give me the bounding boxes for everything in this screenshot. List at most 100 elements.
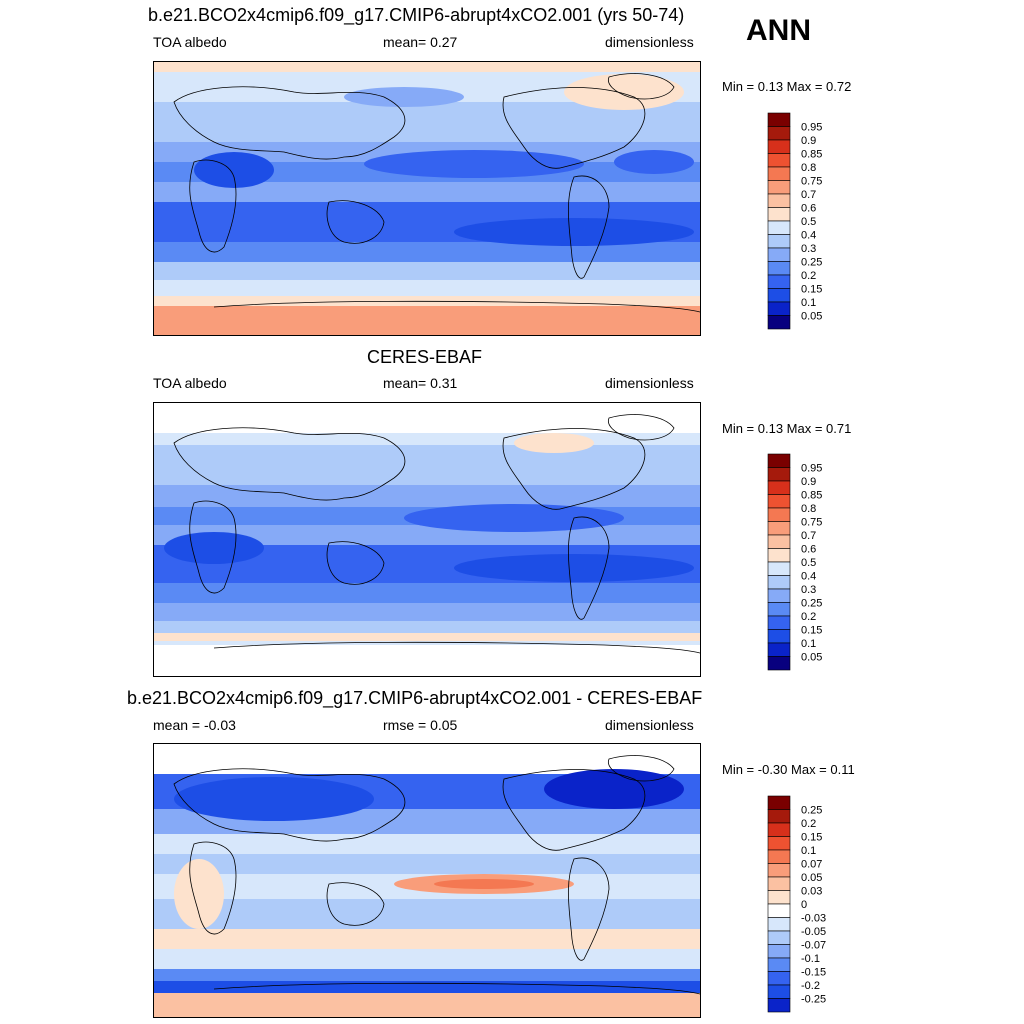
colorbar-tick-label: 0.75 xyxy=(801,517,822,529)
colorbar-swatch xyxy=(767,795,791,810)
colorbar-swatch xyxy=(767,890,791,905)
colorbar-tick-label: 0.25 xyxy=(801,805,822,817)
band xyxy=(154,899,700,929)
band xyxy=(154,182,700,202)
field-blob xyxy=(544,769,684,809)
band xyxy=(154,583,700,603)
field-blob xyxy=(564,74,684,110)
panel-minmax-test: Min = 0.13 Max = 0.72 xyxy=(722,79,852,94)
colorbar-tick-label: 0.9 xyxy=(801,476,816,488)
map-svg-test xyxy=(154,62,700,335)
band xyxy=(154,621,700,633)
colorbar-tick-label: -0.1 xyxy=(801,953,820,965)
band xyxy=(154,929,700,949)
colorbar-tick-label: 0.6 xyxy=(801,544,816,556)
colorbar-tick-label: 0.7 xyxy=(801,189,816,201)
colorbar-tick-label: -0.03 xyxy=(801,913,826,925)
band xyxy=(154,445,700,485)
band xyxy=(154,645,700,676)
band xyxy=(154,280,700,296)
colorbar-tick-label: -0.05 xyxy=(801,926,826,938)
panel-mean-ref: mean= 0.31 xyxy=(383,375,458,391)
colorbar-swatch xyxy=(767,930,791,945)
colorbar-tick-label: 0.4 xyxy=(801,571,816,583)
colorbar-swatch xyxy=(767,656,791,671)
colorbar-swatch xyxy=(767,588,791,603)
field-blob xyxy=(404,504,624,532)
panel-variable-ref: TOA albedo xyxy=(153,375,227,391)
colorbar-tick-label: -0.15 xyxy=(801,967,826,979)
map-diff xyxy=(153,743,701,1018)
band xyxy=(154,993,700,1017)
colorbar-tick-label: 0.1 xyxy=(801,297,816,309)
colorbar-tick-label: 0.75 xyxy=(801,176,822,188)
colorbar-svg-ref: 0.950.9 0.850.8 0.750.7 0.60.5 0.40.3 0.250.2… xyxy=(767,453,822,671)
colorbar-tick-label: 0.1 xyxy=(801,845,816,857)
colorbar-tick-label: 0.15 xyxy=(801,284,822,296)
colorbar-swatch xyxy=(767,153,791,168)
field-blob xyxy=(174,859,224,929)
field-blob xyxy=(364,150,584,178)
panel-title-ref: CERES-EBAF xyxy=(367,347,483,367)
map-svg-ref xyxy=(154,403,700,676)
field-blob xyxy=(174,777,374,821)
colorbar-swatch xyxy=(767,629,791,644)
panel-units-diff: dimensionless xyxy=(605,717,694,733)
colorbar-tick-label: 0.4 xyxy=(801,230,816,242)
coastlines xyxy=(173,414,700,654)
colorbar-swatch xyxy=(767,998,791,1013)
panel-title-test: b.e21.BCO2x4cmip6.f09_g17.CMIP6-abrupt4x… xyxy=(148,5,685,25)
colorbar-swatch xyxy=(767,112,791,127)
season-label: ANN xyxy=(746,14,811,47)
band xyxy=(154,603,700,621)
field-blob xyxy=(614,150,694,174)
band xyxy=(154,242,700,262)
colorbar-tick-label: 0.85 xyxy=(801,490,822,502)
panel-rmse-diff: rmse = 0.05 xyxy=(383,717,458,733)
colorbar-tick-label: 0.2 xyxy=(801,818,816,830)
colorbar-swatch xyxy=(767,971,791,986)
colorbar-tick-label: 0.25 xyxy=(801,598,822,610)
coastlines xyxy=(173,755,700,995)
map-svg-diff xyxy=(154,744,700,1017)
colorbar-tick-label: 0.7 xyxy=(801,530,816,542)
colorbar-swatch xyxy=(767,876,791,891)
colorbar-swatch xyxy=(767,615,791,630)
colorbar-swatch xyxy=(767,809,791,824)
colorbar-swatch xyxy=(767,480,791,495)
band xyxy=(154,306,700,335)
colorbar-swatch xyxy=(767,944,791,959)
panel-minmax-ref: Min = 0.13 Max = 0.71 xyxy=(722,421,852,436)
colorbar-swatch xyxy=(767,207,791,222)
field-blob xyxy=(434,879,534,889)
panel-mean-test: mean= 0.27 xyxy=(383,34,458,50)
colorbar-swatch xyxy=(767,139,791,154)
colorbar-tick-label: 0.05 xyxy=(801,652,822,664)
colorbar-swatch xyxy=(767,917,791,932)
colorbar-tick-label: 0.5 xyxy=(801,557,816,569)
colorbar-tick-label: 0.05 xyxy=(801,311,822,323)
field-blob xyxy=(514,433,594,453)
colorbar-swatch xyxy=(767,126,791,141)
field-blob xyxy=(454,554,694,582)
band xyxy=(154,485,700,507)
colorbar-tick-label: 0.03 xyxy=(801,886,822,898)
colorbar-tick-label: 0.15 xyxy=(801,625,822,637)
colorbar-tick-label: 0.8 xyxy=(801,503,816,515)
colorbar-swatch xyxy=(767,984,791,999)
colorbar-swatch xyxy=(767,166,791,181)
colorbar-swatch xyxy=(767,193,791,208)
colorbar-tick-label: 0.05 xyxy=(801,872,822,884)
colorbar-swatch xyxy=(767,957,791,972)
colorbar-swatch xyxy=(767,903,791,918)
colorbar-tick-label: -0.07 xyxy=(801,940,826,952)
band xyxy=(154,433,700,445)
band xyxy=(154,981,700,993)
colorbar-swatch xyxy=(767,822,791,837)
colorbar-swatch xyxy=(767,863,791,878)
band xyxy=(154,834,700,854)
colorbar-swatch xyxy=(767,849,791,864)
band xyxy=(154,62,700,72)
colorbar-tick-label: 0.2 xyxy=(801,270,816,282)
colorbar-tick-label: 0.85 xyxy=(801,149,822,161)
